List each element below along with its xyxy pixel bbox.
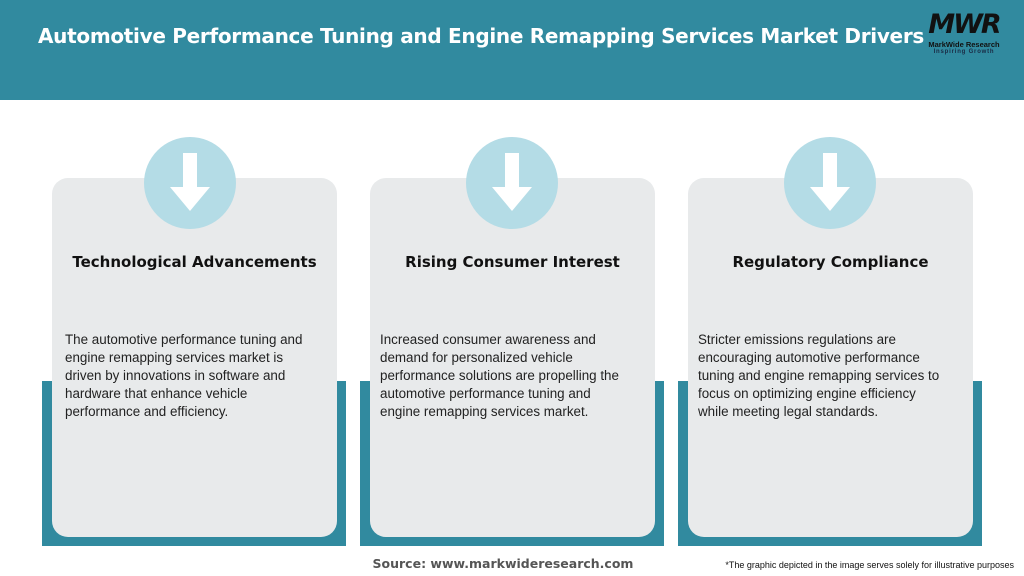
page-title: Automotive Performance Tuning and Engine… xyxy=(38,24,924,48)
card-text: Increased consumer awareness and demand … xyxy=(380,332,619,419)
logo-mark: MWR xyxy=(928,9,1001,40)
arrow-down-icon xyxy=(784,137,876,229)
card-text: Stricter emissions regulations are encou… xyxy=(698,332,940,419)
arrow-down-icon xyxy=(144,137,236,229)
card-text: The automotive performance tuning and en… xyxy=(65,332,303,419)
logo: MWR MarkWide Research Inspiring Growth xyxy=(922,9,1006,56)
card-title: Technological Advancements xyxy=(72,253,317,271)
logo-name: MarkWide Research xyxy=(928,40,1000,49)
disclaimer-note: *The graphic depicted in the image serve… xyxy=(725,560,1014,570)
card-title: Rising Consumer Interest xyxy=(405,253,620,271)
source-text: Source: www.markwideresearch.com xyxy=(372,556,634,571)
card-title: Regulatory Compliance xyxy=(732,253,929,271)
driver-card: Rising Consumer Interest Increased consu… xyxy=(370,178,655,537)
driver-card: Technological Advancements The automotiv… xyxy=(52,178,337,537)
header-banner: Automotive Performance Tuning and Engine… xyxy=(0,0,1024,100)
arrow-down-icon xyxy=(466,137,558,229)
driver-card: Regulatory Compliance Stricter emissions… xyxy=(688,178,973,537)
logo-tagline: Inspiring Growth xyxy=(933,49,995,55)
